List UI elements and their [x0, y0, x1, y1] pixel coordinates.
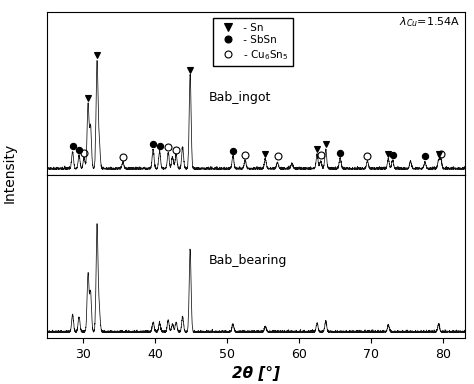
Text: $\lambda_{Cu}$=1.54A: $\lambda_{Cu}$=1.54A — [399, 15, 460, 28]
Text: Bab_ingot: Bab_ingot — [209, 91, 272, 104]
Text: Bab_bearing: Bab_bearing — [209, 254, 288, 267]
Legend:  - Sn,  - SbSn,  - Cu$_6$Sn$_5$: - Sn, - SbSn, - Cu$_6$Sn$_5$ — [213, 18, 293, 66]
X-axis label: 2θ [°]: 2θ [°] — [232, 366, 280, 381]
Text: Intensity: Intensity — [2, 143, 17, 203]
